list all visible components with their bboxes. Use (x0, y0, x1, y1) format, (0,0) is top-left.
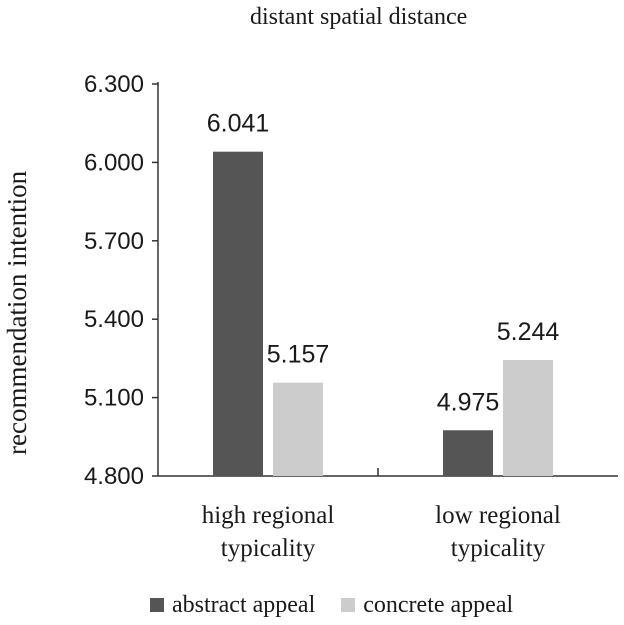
x-category-label-line: typicality (221, 535, 316, 562)
y-tick-label: 5.400 (84, 306, 144, 333)
y-tick-label: 5.700 (84, 228, 144, 255)
bar (443, 430, 493, 476)
legend-item-abstract-appeal: abstract appeal (150, 592, 315, 619)
bar-value-label: 5.157 (267, 341, 330, 369)
y-tick-label: 4.800 (84, 463, 144, 490)
legend: abstract appeal concrete appeal (150, 588, 513, 622)
x-category-label-line: high regional (202, 502, 335, 529)
bar-value-label: 6.041 (207, 110, 270, 138)
bar-value-label: 4.975 (437, 388, 500, 416)
bar (273, 382, 323, 476)
bar (503, 359, 553, 476)
x-category-label: high regional typicality (202, 502, 335, 562)
legend-label-abstract-appeal: abstract appeal (172, 591, 316, 618)
bar (213, 151, 263, 476)
x-category-label-line: typicality (451, 535, 546, 562)
legend-swatch-abstract-appeal (150, 598, 164, 612)
legend-swatch-concrete-appeal (341, 598, 356, 612)
x-category-label: low regional typicality (435, 502, 561, 562)
bar-value-label: 5.244 (497, 318, 560, 346)
y-tick-label: 6.000 (84, 149, 144, 176)
y-tick-label: 6.300 (84, 71, 144, 98)
chart-title: distant spatial distance (250, 4, 468, 30)
y-tick-label: 5.100 (84, 385, 144, 412)
legend-item-concrete-appeal: concrete appeal (341, 592, 513, 619)
x-category-label-line: low regional (435, 502, 561, 529)
legend-label-concrete-appeal: concrete appeal (363, 591, 514, 618)
